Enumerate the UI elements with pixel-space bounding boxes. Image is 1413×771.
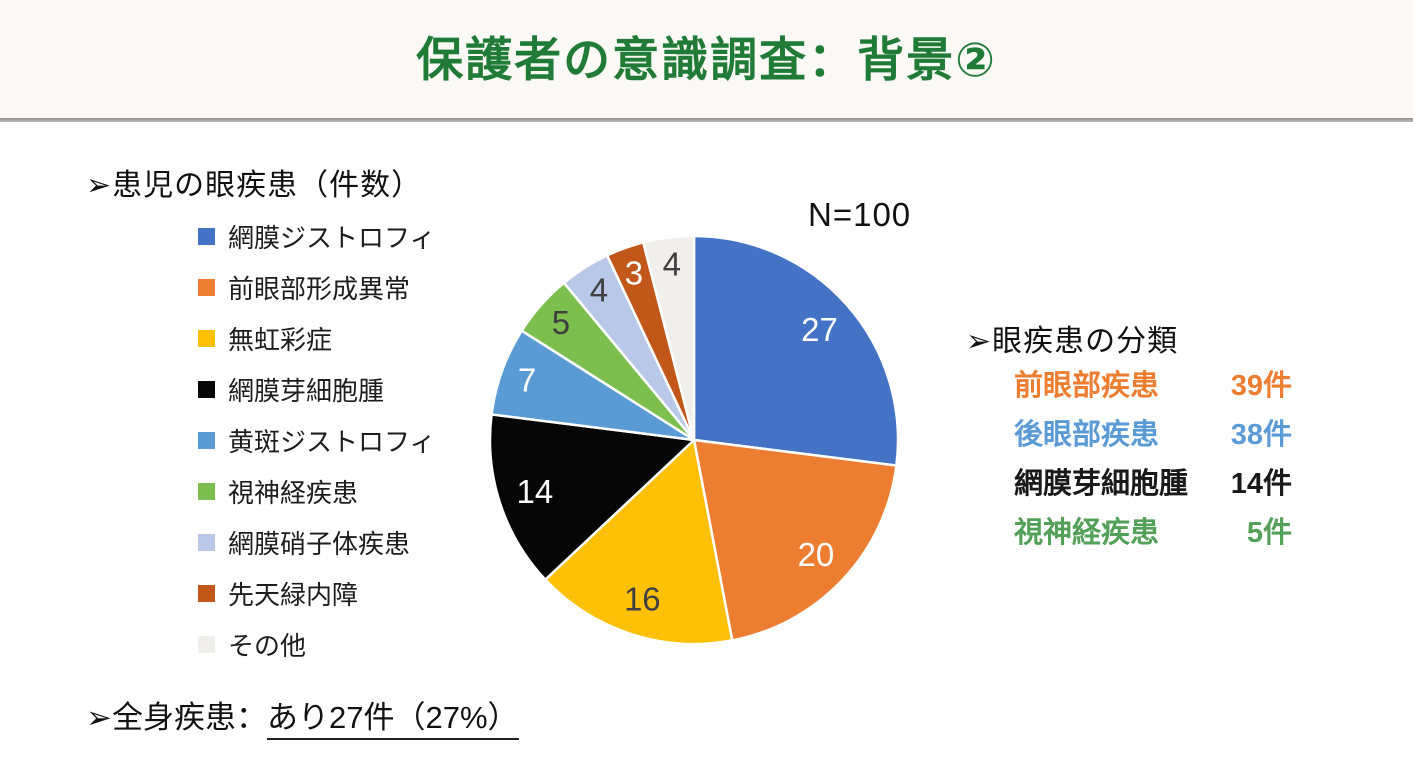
legend-swatch <box>198 636 215 653</box>
pie-slice-value: 14 <box>517 473 554 510</box>
pie-slice-value: 4 <box>590 272 608 309</box>
classification-name: 前眼部疾患 <box>1014 369 1160 402</box>
classification-name: 網膜芽細胞腫 <box>1014 467 1189 500</box>
classification-count: 38件 <box>1230 418 1292 451</box>
page-title: 保護者の意識調査：背景② <box>416 32 997 86</box>
legend-swatch <box>198 279 215 296</box>
legend-swatch <box>198 228 215 245</box>
legend-label: 網膜ジストロフィ <box>228 223 436 253</box>
legend-swatch <box>198 534 215 551</box>
legend-item: 無虹彩症 <box>198 313 435 364</box>
legend-label: 網膜硝子体疾患 <box>228 529 411 559</box>
legend-heading: ➢患児の眼疾患（件数） <box>86 169 423 202</box>
classification-name: 後眼部疾患 <box>1014 418 1160 451</box>
legend-label: 無虹彩症 <box>228 325 333 355</box>
classification-count: 39件 <box>1230 369 1292 402</box>
classification-list: 前眼部疾患 39件 後眼部疾患 38件 網膜芽細胞腫 14件 視神経疾患 5件 <box>1014 358 1292 554</box>
sample-size-label: N=100 <box>808 196 912 233</box>
classification-row: 前眼部疾患 39件 <box>1014 358 1292 407</box>
legend-swatch <box>198 483 215 500</box>
legend-item: 前眼部形成異常 <box>198 262 435 313</box>
legend-label: 網膜芽細胞腫 <box>228 376 385 406</box>
pie-slice-value: 7 <box>518 361 536 398</box>
legend-item: 先天緑内障 <box>198 568 435 619</box>
classification-row: 視神経疾患 5件 <box>1014 505 1292 554</box>
legend-label: 先天緑内障 <box>228 580 359 610</box>
pie-slice <box>488 413 696 581</box>
classification-name: 視神経疾患 <box>1014 516 1160 549</box>
pie-slice <box>642 234 696 442</box>
legend-swatch <box>198 432 215 449</box>
classification-row: 後眼部疾患 38件 <box>1014 407 1292 456</box>
pie-slice-value: 16 <box>624 581 661 618</box>
slide-header: 保護者の意識調査：背景② <box>0 0 1413 118</box>
pie-slice-value: 20 <box>798 536 835 573</box>
pie-slice <box>692 234 900 467</box>
systemic-disease-note: ➢全身疾患：あり27件（27%） <box>86 692 519 740</box>
pie-slice-value: 4 <box>663 245 681 282</box>
legend-label: その他 <box>228 631 307 661</box>
pie-slice <box>544 438 734 646</box>
legend-label: 前眼部形成異常 <box>228 274 411 304</box>
classification-count: 5件 <box>1246 516 1292 549</box>
header-divider <box>0 118 1413 122</box>
legend-item: 網膜硝子体疾患 <box>198 517 435 568</box>
legend-item: その他 <box>198 619 435 670</box>
pie-slice <box>692 438 898 642</box>
legend-label: 視神経疾患 <box>228 478 359 508</box>
classification-heading: ➢眼疾患の分類 <box>966 325 1179 358</box>
note-underlined: あり27件（27%） <box>266 700 519 740</box>
pie-legend: 網膜ジストロフィ 前眼部形成異常 無虹彩症 網膜芽細胞腫 黄斑ジストロフィ 視神… <box>198 211 435 670</box>
legend-label: 黄斑ジストロフィ <box>228 427 436 457</box>
pie-slice-value: 5 <box>552 304 570 341</box>
classification-row: 網膜芽細胞腫 14件 <box>1014 456 1292 505</box>
legend-swatch <box>198 330 215 347</box>
legend-swatch <box>198 381 215 398</box>
note-prefix: ➢全身疾患： <box>86 700 267 735</box>
legend-item: 網膜芽細胞腫 <box>198 364 435 415</box>
legend-swatch <box>198 585 215 602</box>
pie-slice-value: 3 <box>625 255 643 292</box>
pie-slice-value: 27 <box>801 311 838 348</box>
classification-count: 14件 <box>1230 467 1292 500</box>
pie-chart-container: 27 20 16 14 7 5 4 3 4 <box>474 220 914 660</box>
legend-item: 黄斑ジストロフィ <box>198 415 435 466</box>
legend-item: 網膜ジストロフィ <box>198 211 435 262</box>
legend-item: 視神経疾患 <box>198 466 435 517</box>
